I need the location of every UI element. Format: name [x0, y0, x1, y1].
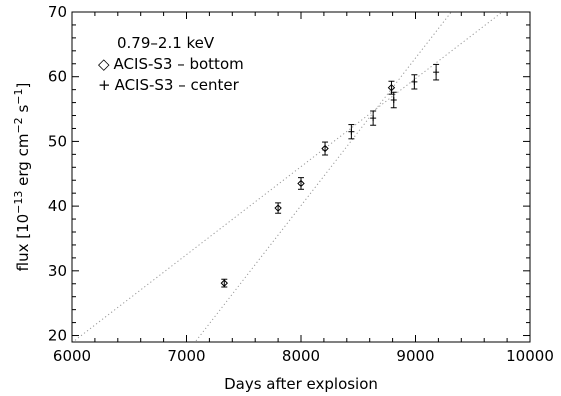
y-axis-title-mid2: s [14, 105, 32, 118]
data-point-diamond [321, 141, 329, 156]
diamond-marker [274, 204, 282, 212]
diamond-marker [220, 279, 228, 287]
x-axis-ticks: 6000 7000 8000 9000 10000 [53, 12, 554, 365]
legend-entry-bottom: ◇ ACIS-S3 – bottom [98, 55, 244, 73]
legend-title: 0.79–2.1 keV [117, 34, 215, 52]
x-tick-label: 8000 [282, 347, 320, 365]
data-points [220, 63, 440, 288]
y-axis-title: flux [10−13 erg cm−2 s−1] [12, 83, 32, 272]
x-tick-label: 10000 [506, 347, 554, 365]
y-tick-label: 30 [48, 262, 67, 280]
diamond-marker [387, 83, 396, 92]
y-axis-title-exp3: −1 [12, 89, 25, 105]
legend: 0.79–2.1 keV ◇ ACIS-S3 – bottom + ACIS-S3 … [98, 34, 244, 94]
x-tick-label: 9000 [396, 347, 434, 365]
y-axis-title-main: flux [10 [14, 214, 32, 272]
y-tick-label: 60 [48, 68, 67, 86]
data-point-plus [411, 74, 418, 90]
data-point-diamond [387, 80, 396, 95]
legend-label-center: ACIS-S3 – center [115, 76, 240, 94]
diamond-marker [321, 144, 329, 153]
y-axis-title-exp1: −13 [12, 191, 25, 214]
fit-line-0 [72, 12, 504, 342]
y-tick-label: 40 [48, 197, 67, 215]
legend-entry-center: + ACIS-S3 – center [98, 76, 240, 94]
data-point-diamond [297, 177, 305, 190]
data-point-plus [348, 124, 355, 140]
x-tick-label: 6000 [53, 347, 91, 365]
x-axis-title: Days after explosion [224, 375, 378, 393]
y-axis-title-exp2: −2 [12, 117, 25, 133]
y-axis-title-mid: erg cm [14, 134, 32, 191]
y-tick-label: 70 [48, 3, 67, 21]
y-tick-label: 20 [48, 327, 67, 345]
legend-symbol-diamond: ◇ [98, 55, 110, 73]
data-point-diamond [220, 278, 228, 288]
y-axis-ticks: 20 30 40 50 60 70 [48, 3, 530, 345]
x-tick-label: 7000 [167, 347, 205, 365]
data-point-plus [370, 110, 377, 126]
y-axis-title-end: ] [14, 83, 32, 89]
data-point-plus [390, 91, 397, 109]
fit-lines [72, 12, 504, 342]
diamond-marker [297, 179, 305, 188]
legend-symbol-plus: + [98, 76, 111, 94]
legend-label-bottom: ACIS-S3 – bottom [114, 55, 244, 73]
data-point-plus [433, 63, 440, 81]
y-tick-label: 50 [48, 132, 67, 150]
data-point-diamond [274, 202, 282, 214]
